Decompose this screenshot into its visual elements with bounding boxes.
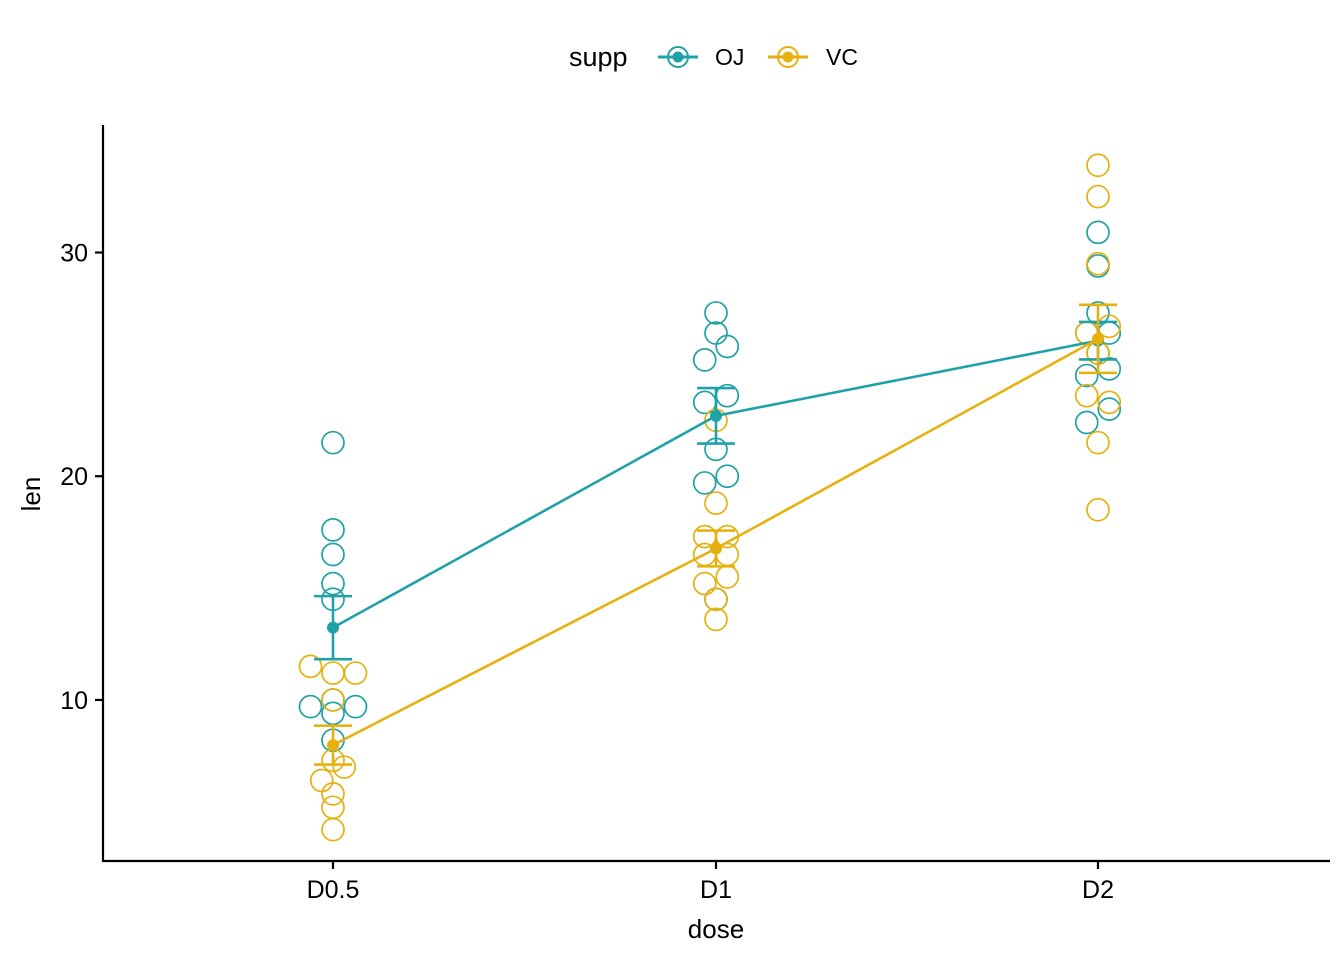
data-point — [704, 301, 728, 325]
data-point — [715, 464, 740, 489]
data-point — [704, 587, 728, 612]
data-point — [343, 661, 368, 685]
data-point — [321, 661, 345, 685]
mean-point — [710, 409, 722, 422]
legend-key-oj-ring — [667, 46, 689, 68]
data-point — [1086, 153, 1110, 178]
data-point — [692, 571, 717, 596]
mean-point — [327, 621, 339, 634]
legend-key-oj-dot — [672, 51, 684, 63]
y-axis-title: len — [16, 477, 46, 512]
mean-point — [327, 739, 339, 752]
legend-key-vc-ring — [777, 46, 799, 68]
data-point — [1086, 430, 1110, 455]
legend-title: supp — [569, 42, 628, 72]
data-point — [1086, 184, 1110, 209]
data-point — [321, 795, 345, 820]
data-point — [321, 688, 345, 712]
legend-item-oj: OJ — [658, 44, 744, 70]
data-point — [343, 694, 368, 719]
y-tick-label: 30 — [60, 240, 88, 268]
mean-point — [710, 542, 722, 555]
data-point — [1086, 254, 1110, 278]
data-point — [704, 491, 728, 515]
data-point — [321, 430, 345, 455]
series-vc-points — [298, 153, 1122, 842]
x-tick-label: D0.5 — [307, 876, 360, 904]
legend-label-oj: OJ — [715, 44, 744, 70]
series-oj-points — [298, 220, 1122, 753]
plot-area — [298, 153, 1122, 842]
data-point — [309, 768, 334, 793]
x-tick-label: D2 — [1082, 876, 1114, 904]
data-point — [1086, 497, 1110, 522]
data-point — [1086, 220, 1110, 245]
data-point — [704, 321, 728, 345]
x-tick-label: D1 — [700, 876, 732, 904]
y-ticks: 10 20 30 — [60, 240, 103, 715]
data-point — [321, 542, 345, 567]
x-axis-title: dose — [688, 914, 744, 944]
legend: supp OJ VC — [569, 42, 858, 72]
mean-point — [1092, 332, 1104, 345]
data-point — [298, 694, 323, 719]
legend-item-vc: VC — [768, 44, 858, 70]
data-point — [321, 782, 345, 806]
data-point — [1097, 397, 1122, 421]
data-point — [1074, 383, 1099, 408]
legend-key-vc-dot — [782, 51, 794, 63]
data-point — [715, 334, 740, 359]
data-point — [321, 571, 345, 596]
data-point — [321, 518, 345, 542]
data-point — [1074, 410, 1099, 435]
data-point — [1074, 363, 1099, 388]
data-point — [1097, 356, 1122, 381]
y-tick-label: 20 — [60, 463, 88, 491]
data-point — [715, 565, 740, 589]
data-point — [321, 701, 345, 726]
data-point — [704, 607, 728, 632]
legend-label-vc: VC — [826, 44, 858, 70]
data-point — [1086, 251, 1110, 276]
data-point — [321, 817, 345, 842]
x-ticks: D0.5 D1 D2 — [307, 861, 1114, 904]
data-point — [298, 654, 323, 679]
data-point — [332, 755, 357, 779]
data-point — [692, 471, 717, 495]
data-point — [692, 348, 717, 372]
y-tick-label: 10 — [60, 687, 88, 715]
data-point — [1097, 390, 1122, 415]
